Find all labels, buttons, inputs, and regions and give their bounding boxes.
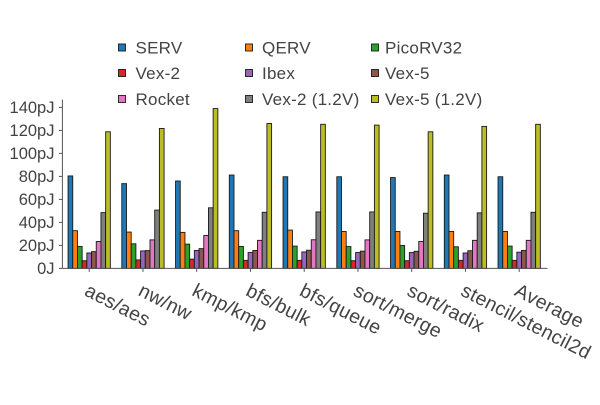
svg-text:Vex-2: Vex-2: [136, 64, 181, 83]
svg-text:20pJ: 20pJ: [19, 237, 55, 255]
svg-text:Vex-5: Vex-5: [385, 64, 430, 83]
svg-text:PicoRV32: PicoRV32: [385, 39, 462, 58]
svg-text:Rocket: Rocket: [136, 90, 190, 109]
svg-text:SERV: SERV: [136, 39, 183, 58]
svg-text:Vex-5 (1.2V): Vex-5 (1.2V): [385, 90, 483, 109]
svg-text:140pJ: 140pJ: [10, 99, 55, 117]
svg-text:Ibex: Ibex: [262, 64, 295, 83]
svg-text:40pJ: 40pJ: [19, 214, 55, 232]
svg-text:120pJ: 120pJ: [10, 122, 55, 140]
svg-text:QERV: QERV: [262, 39, 311, 58]
svg-text:60pJ: 60pJ: [19, 191, 55, 209]
svg-text:0J: 0J: [37, 260, 54, 278]
svg-text:100pJ: 100pJ: [10, 145, 55, 163]
svg-text:80pJ: 80pJ: [19, 168, 55, 186]
svg-text:Vex-2 (1.2V): Vex-2 (1.2V): [262, 90, 360, 109]
